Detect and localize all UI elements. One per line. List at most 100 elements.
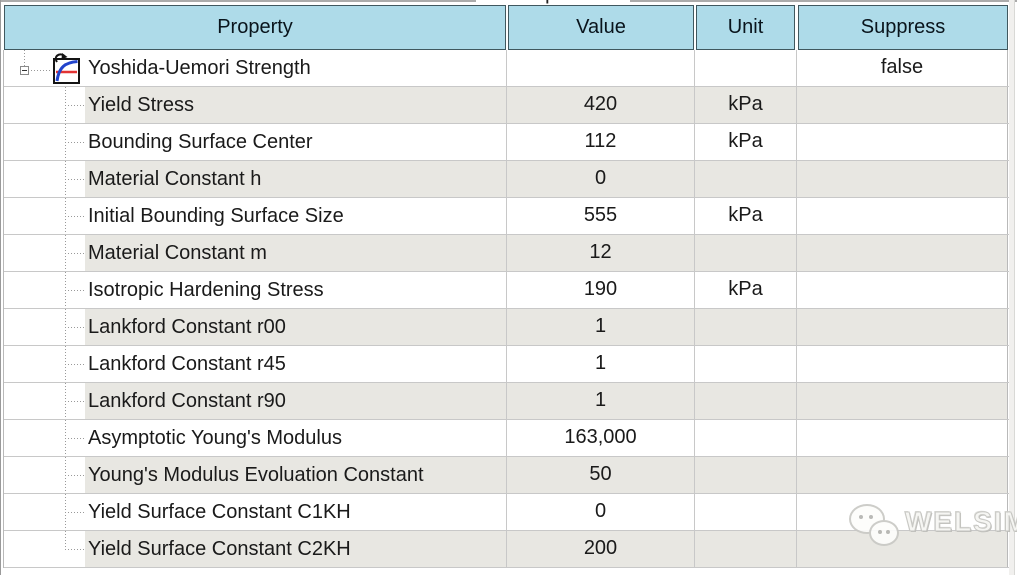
table-row[interactable]: Yield Stress 420 kPa — [4, 87, 1009, 124]
property-name-cell: Lankford Constant r45 — [85, 346, 506, 382]
value-cell[interactable]: 200 — [506, 531, 694, 567]
suppress-cell[interactable] — [796, 198, 1008, 234]
watermark-text: WELSIM — [905, 506, 1017, 538]
unit-cell[interactable]: kPa — [694, 124, 796, 160]
suppress-cell[interactable] — [796, 309, 1008, 345]
unit-cell[interactable] — [694, 494, 796, 530]
property-name-cell: Yield Stress — [85, 87, 506, 123]
tree-gutter — [4, 457, 86, 493]
value-cell[interactable]: 190 — [506, 272, 694, 308]
tree-gutter — [4, 50, 85, 86]
welsim-watermark: WELSIM — [843, 498, 1017, 552]
unit-cell[interactable] — [694, 346, 796, 382]
collapse-expander-button[interactable] — [20, 66, 29, 75]
value-cell[interactable] — [506, 50, 694, 86]
suppress-cell[interactable] — [796, 346, 1008, 382]
clipped-title-text: p — [545, 0, 554, 5]
table-row[interactable]: Yield Surface Constant C1KH 0 — [4, 494, 1009, 531]
table-row[interactable]: Isotropic Hardening Stress 190 kPa — [4, 272, 1009, 309]
property-name: Yoshida-Uemori Strength — [88, 56, 311, 79]
suppress-cell[interactable] — [796, 87, 1008, 123]
suppress-cell[interactable] — [796, 420, 1008, 456]
property-name: Yield Surface Constant C1KH — [88, 500, 351, 523]
table-row[interactable]: Yoshida-Uemori Strength false — [4, 50, 1009, 87]
property-name-cell: Young's Modulus Evoluation Constant — [85, 457, 506, 493]
property-name-cell: Material Constant m — [85, 235, 506, 271]
suppress-cell[interactable] — [796, 383, 1008, 419]
property-name: Material Constant h — [88, 167, 262, 190]
value-cell[interactable]: 420 — [506, 87, 694, 123]
value-cell[interactable]: 1 — [506, 383, 694, 419]
table-row[interactable]: Lankford Constant r45 1 — [4, 346, 1009, 383]
table-row[interactable]: Yield Surface Constant C2KH 200 — [4, 531, 1009, 568]
value-cell[interactable]: 12 — [506, 235, 694, 271]
suppress-cell[interactable] — [796, 124, 1008, 160]
property-table-body: Yoshida-Uemori Strength false Yield Stre… — [3, 50, 1009, 568]
table-row[interactable]: Material Constant m 12 — [4, 235, 1009, 272]
property-name-cell: Yield Surface Constant C1KH — [85, 494, 506, 530]
value-cell[interactable]: 163,000 — [506, 420, 694, 456]
table-row[interactable]: Young's Modulus Evoluation Constant 50 — [4, 457, 1009, 494]
property-name-cell: Lankford Constant r90 — [85, 383, 506, 419]
suppress-cell[interactable] — [796, 531, 1008, 567]
unit-cell[interactable]: kPa — [694, 87, 796, 123]
table-row[interactable]: Initial Bounding Surface Size 555 kPa — [4, 198, 1009, 235]
suppress-cell[interactable] — [796, 457, 1008, 493]
property-name: Yield Surface Constant C2KH — [88, 537, 351, 560]
property-name: Bounding Surface Center — [88, 130, 313, 153]
column-header-value: Value — [508, 5, 694, 50]
panel-left-border — [0, 0, 1, 575]
property-name-cell: Asymptotic Young's Modulus — [85, 420, 506, 456]
tree-gutter — [4, 494, 86, 530]
unit-cell[interactable] — [694, 420, 796, 456]
table-row[interactable]: Lankford Constant r00 1 — [4, 309, 1009, 346]
property-name: Young's Modulus Evoluation Constant — [88, 463, 424, 486]
property-name: Initial Bounding Surface Size — [88, 204, 344, 227]
suppress-cell[interactable] — [796, 494, 1008, 530]
unit-cell[interactable] — [694, 383, 796, 419]
unit-cell[interactable] — [694, 531, 796, 567]
column-header-suppress: Suppress — [798, 5, 1008, 50]
top-widget-edge — [630, 0, 1017, 2]
suppress-cell[interactable] — [796, 235, 1008, 271]
table-row[interactable]: Bounding Surface Center 112 kPa — [4, 124, 1009, 161]
table-row[interactable]: Material Constant h 0 — [4, 161, 1009, 198]
value-cell[interactable]: 50 — [506, 457, 694, 493]
property-name-cell: Material Constant h — [85, 161, 506, 197]
tree-gutter — [4, 383, 86, 419]
property-name: Isotropic Hardening Stress — [88, 278, 324, 301]
tree-gutter — [4, 235, 86, 271]
value-cell[interactable]: 1 — [506, 309, 694, 345]
value-cell[interactable]: 555 — [506, 198, 694, 234]
unit-cell[interactable] — [694, 235, 796, 271]
property-name-cell: Initial Bounding Surface Size — [85, 198, 506, 234]
unit-cell[interactable] — [694, 161, 796, 197]
table-row[interactable]: Lankford Constant r90 1 — [4, 383, 1009, 420]
tree-gutter — [4, 161, 86, 197]
chat-bubble-icon — [869, 520, 899, 546]
tree-gutter — [4, 346, 86, 382]
tree-gutter — [4, 87, 86, 123]
scrollbar-track[interactable] — [1009, 0, 1015, 575]
value-cell[interactable]: 112 — [506, 124, 694, 160]
property-name: Lankford Constant r00 — [88, 315, 286, 338]
unit-cell[interactable]: kPa — [694, 272, 796, 308]
property-name-cell: Isotropic Hardening Stress — [85, 272, 506, 308]
unit-cell[interactable] — [694, 50, 796, 86]
unit-cell[interactable] — [694, 457, 796, 493]
table-row[interactable]: Asymptotic Young's Modulus 163,000 — [4, 420, 1009, 457]
property-name-cell: Yoshida-Uemori Strength — [85, 50, 506, 86]
value-cell[interactable]: 1 — [506, 346, 694, 382]
value-cell[interactable]: 0 — [506, 494, 694, 530]
unit-cell[interactable]: kPa — [694, 198, 796, 234]
suppress-cell[interactable] — [796, 272, 1008, 308]
column-header-property: Property — [4, 5, 506, 50]
unit-cell[interactable] — [694, 309, 796, 345]
value-cell[interactable]: 0 — [506, 161, 694, 197]
tree-connector-line — [24, 50, 25, 66]
tree-gutter — [4, 198, 86, 234]
suppress-cell[interactable] — [796, 161, 1008, 197]
property-name: Lankford Constant r45 — [88, 352, 286, 375]
column-header-unit: Unit — [696, 5, 795, 50]
suppress-cell[interactable]: false — [796, 50, 1008, 86]
